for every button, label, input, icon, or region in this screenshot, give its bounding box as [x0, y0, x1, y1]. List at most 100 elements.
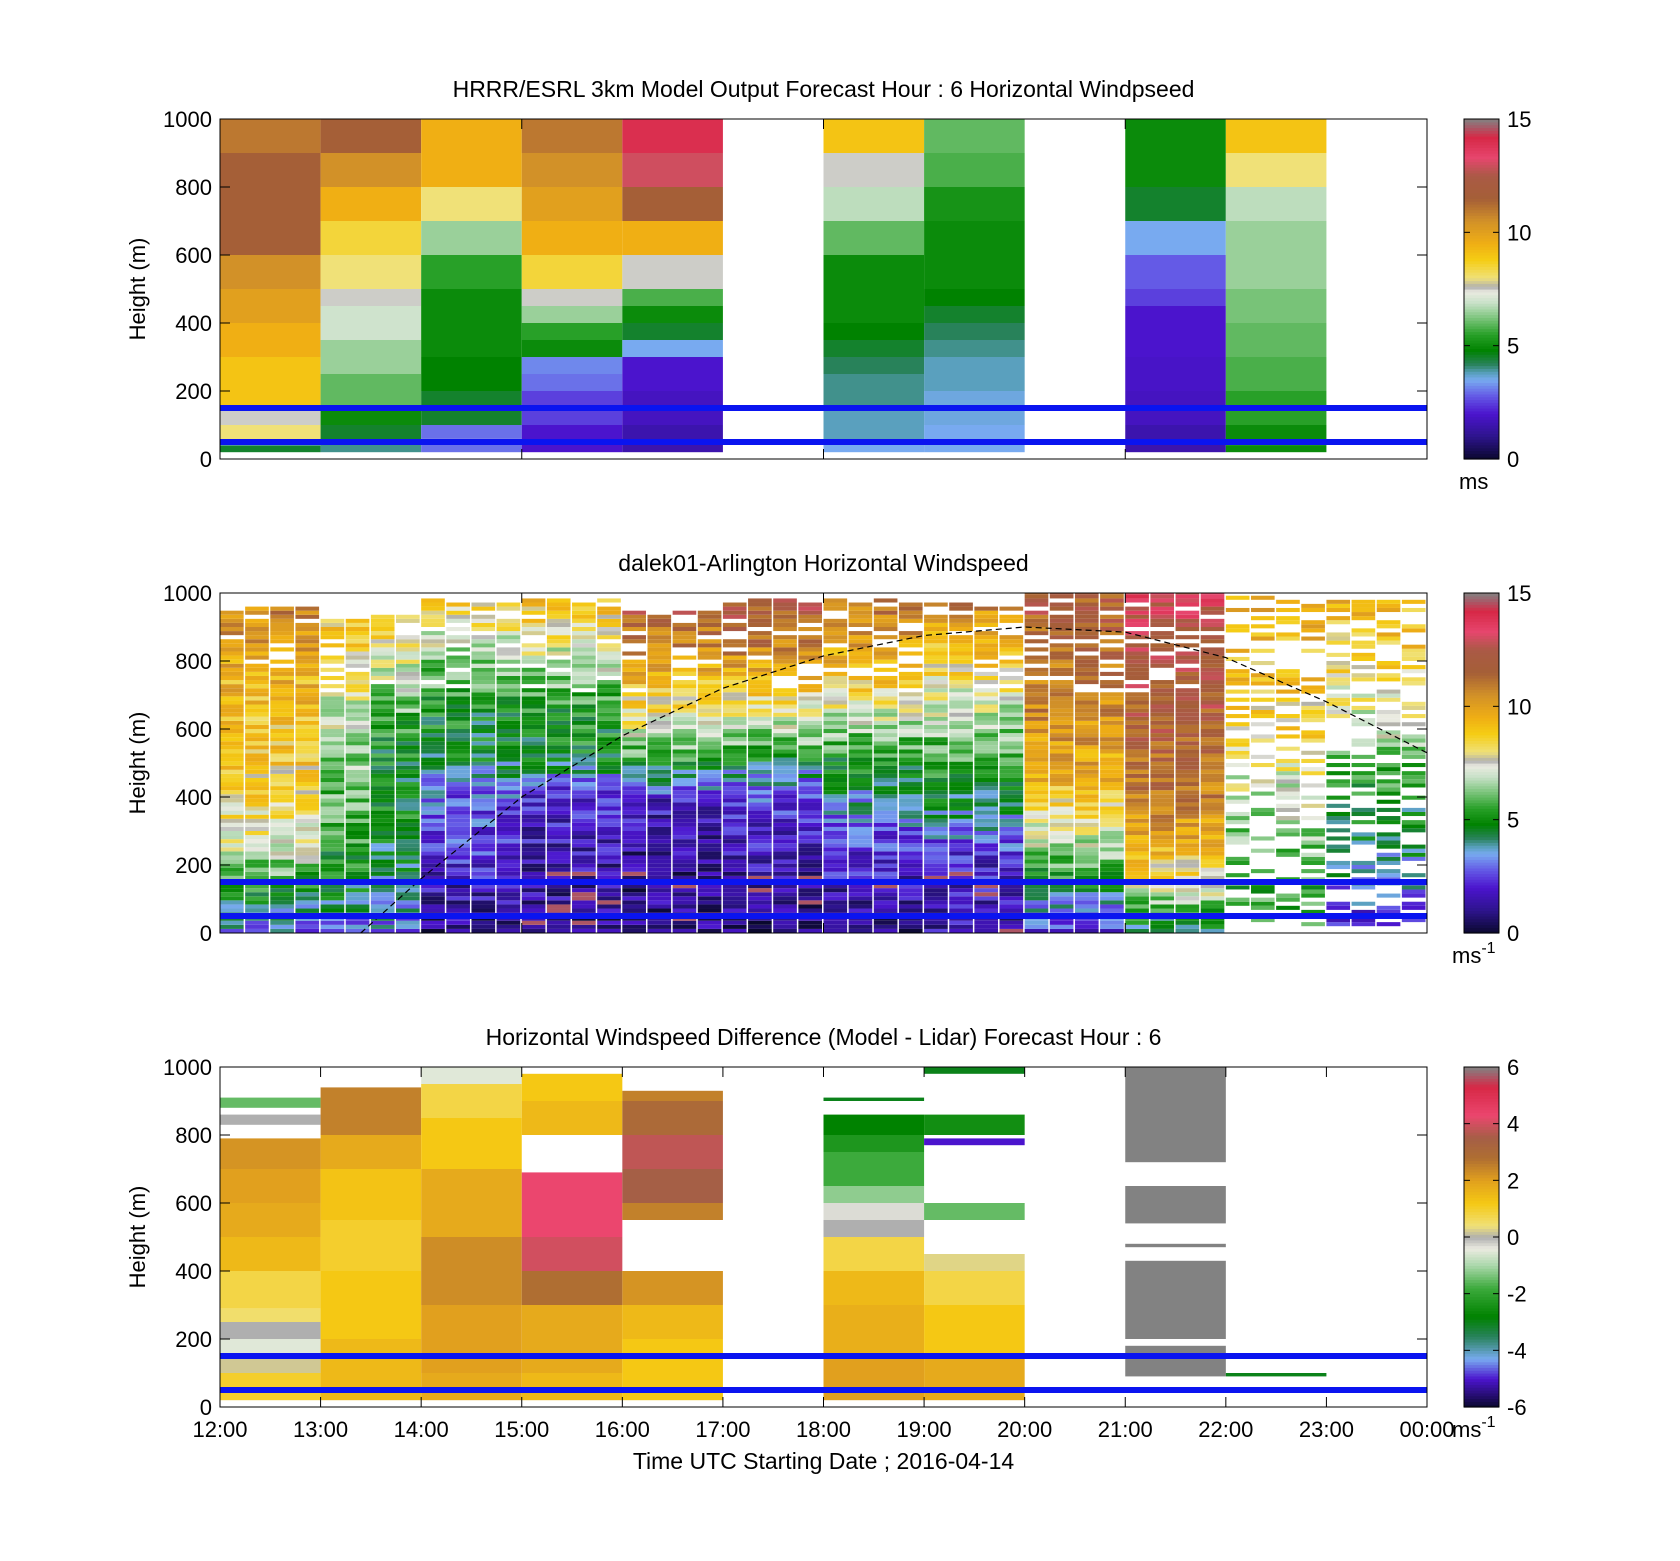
lidar-cell-14 — [572, 900, 596, 905]
lidar-cell-28 — [924, 733, 948, 738]
colorbar-segment — [1464, 782, 1499, 787]
lidar-cell-19 — [697, 684, 722, 689]
lidar-cell-36 — [1125, 851, 1149, 856]
y-axis-label: Height (m) — [125, 238, 150, 341]
lidar-cell-23 — [798, 814, 822, 819]
lidar-cell-13 — [546, 749, 571, 754]
lidar-cell-37 — [1150, 724, 1175, 729]
lidar-cell-38 — [1175, 622, 1200, 627]
lidar-cell-15 — [597, 655, 621, 660]
lidar-cell-3 — [295, 716, 320, 721]
lidar-cell-28 — [924, 871, 948, 876]
lidar-cell-6 — [370, 692, 395, 697]
lidar-cell-14 — [572, 622, 596, 627]
model-cell-1-0 — [320, 442, 422, 453]
model-cell-4-10 — [622, 153, 723, 187]
colorbar-segment — [1464, 641, 1499, 645]
lidar-cell-9 — [446, 802, 470, 807]
lidar-cell-29 — [949, 688, 973, 693]
lidar-cell-44 — [1326, 603, 1351, 608]
model-cell-5-6 — [823, 340, 925, 357]
lidar-cell-35 — [1100, 859, 1124, 864]
lidar-cell-20 — [722, 843, 747, 848]
diff-cell-0-10 — [220, 1114, 321, 1125]
lidar-cell-23 — [798, 675, 822, 681]
lidar-cell-40 — [1225, 860, 1250, 865]
lidar-cell-20 — [722, 737, 747, 742]
lidar-cell-9 — [446, 900, 470, 905]
lidar-cell-8 — [421, 757, 445, 762]
colorbar-segment — [1464, 1262, 1499, 1266]
lidar-cell-20 — [722, 908, 747, 913]
lidar-cell-36 — [1125, 920, 1149, 925]
lidar-cell-26 — [873, 924, 898, 929]
lidar-cell-11 — [496, 606, 521, 611]
lidar-cell-36 — [1125, 741, 1149, 746]
colorbar-segment — [1464, 692, 1499, 696]
lidar-cell-21 — [748, 692, 772, 697]
lidar-cell-12 — [521, 749, 546, 754]
lidar-cell-3 — [295, 863, 320, 868]
lidar-cell-27 — [898, 802, 923, 807]
lidar-cell-18 — [672, 871, 697, 876]
lidar-cell-16 — [622, 826, 646, 831]
y-tick-label: 600 — [175, 243, 212, 268]
lidar-cell-0 — [220, 843, 244, 848]
lidar-cell-13 — [546, 745, 571, 750]
lidar-cell-40 — [1225, 697, 1250, 702]
model-cell-6-6 — [924, 289, 1025, 306]
lidar-cell-20 — [722, 622, 747, 627]
lidar-cell-26 — [873, 680, 898, 685]
lidar-cell-2 — [270, 741, 294, 746]
lidar-cell-5 — [345, 769, 370, 774]
lidar-cell-26 — [873, 700, 898, 705]
colorbar-segment — [1464, 201, 1499, 205]
lidar-cell-28 — [924, 631, 948, 636]
lidar-cell-7 — [396, 614, 420, 619]
lidar-cell-26 — [873, 847, 898, 852]
lidar-cell-6 — [370, 618, 395, 623]
lidar-cell-4 — [320, 859, 345, 864]
lidar-cell-18 — [672, 782, 697, 787]
lidar-cell-3 — [295, 675, 320, 681]
lidar-cell-2 — [270, 647, 294, 652]
lidar-cell-38 — [1175, 904, 1200, 909]
lidar-cell-4 — [320, 810, 345, 815]
model-cell-8-6 — [1225, 255, 1327, 289]
lidar-cell-25 — [848, 875, 873, 880]
x-axis-label: Time UTC Starting Date ; 2016-04-14 — [633, 1448, 1015, 1474]
colorbar-segment — [1464, 1101, 1499, 1105]
lidar-cell-16 — [622, 782, 646, 787]
lidar-cell-5 — [345, 802, 370, 807]
lidar-cell-18 — [672, 859, 697, 864]
lidar-cell-25 — [848, 688, 873, 693]
colorbar-segment — [1464, 1256, 1499, 1261]
lidar-cell-20 — [722, 765, 747, 770]
lidar-cell-38 — [1175, 761, 1200, 766]
lidar-cell-8 — [421, 602, 445, 607]
lidar-cell-32 — [1024, 618, 1049, 623]
lidar-cell-28 — [924, 765, 948, 770]
colorbar-segment — [1464, 170, 1499, 174]
lidar-cell-10 — [471, 875, 496, 880]
lidar-cell-2 — [270, 635, 294, 640]
colorbar-segment — [1464, 811, 1499, 815]
lidar-cell-36 — [1125, 794, 1149, 799]
lidar-cell-33 — [1049, 712, 1074, 717]
diff-cell-2-5 — [421, 1084, 522, 1118]
lidar-cell-13 — [546, 765, 571, 770]
lidar-cell-35 — [1100, 884, 1124, 889]
lidar-cell-29 — [949, 859, 973, 864]
lidar-cell-15 — [597, 631, 621, 636]
lidar-cell-5 — [345, 618, 370, 623]
lidar-cell-25 — [848, 843, 873, 848]
lidar-cell-39 — [1200, 900, 1225, 905]
model-cell-8-9 — [1225, 153, 1327, 187]
lidar-cell-38 — [1175, 802, 1200, 807]
lidar-cell-40 — [1225, 714, 1250, 719]
lidar-cell-33 — [1049, 667, 1074, 672]
lidar-cell-0 — [220, 733, 244, 738]
lidar-cell-26 — [873, 741, 898, 746]
lidar-cell-32 — [1024, 847, 1049, 852]
lidar-cell-16 — [622, 822, 646, 827]
